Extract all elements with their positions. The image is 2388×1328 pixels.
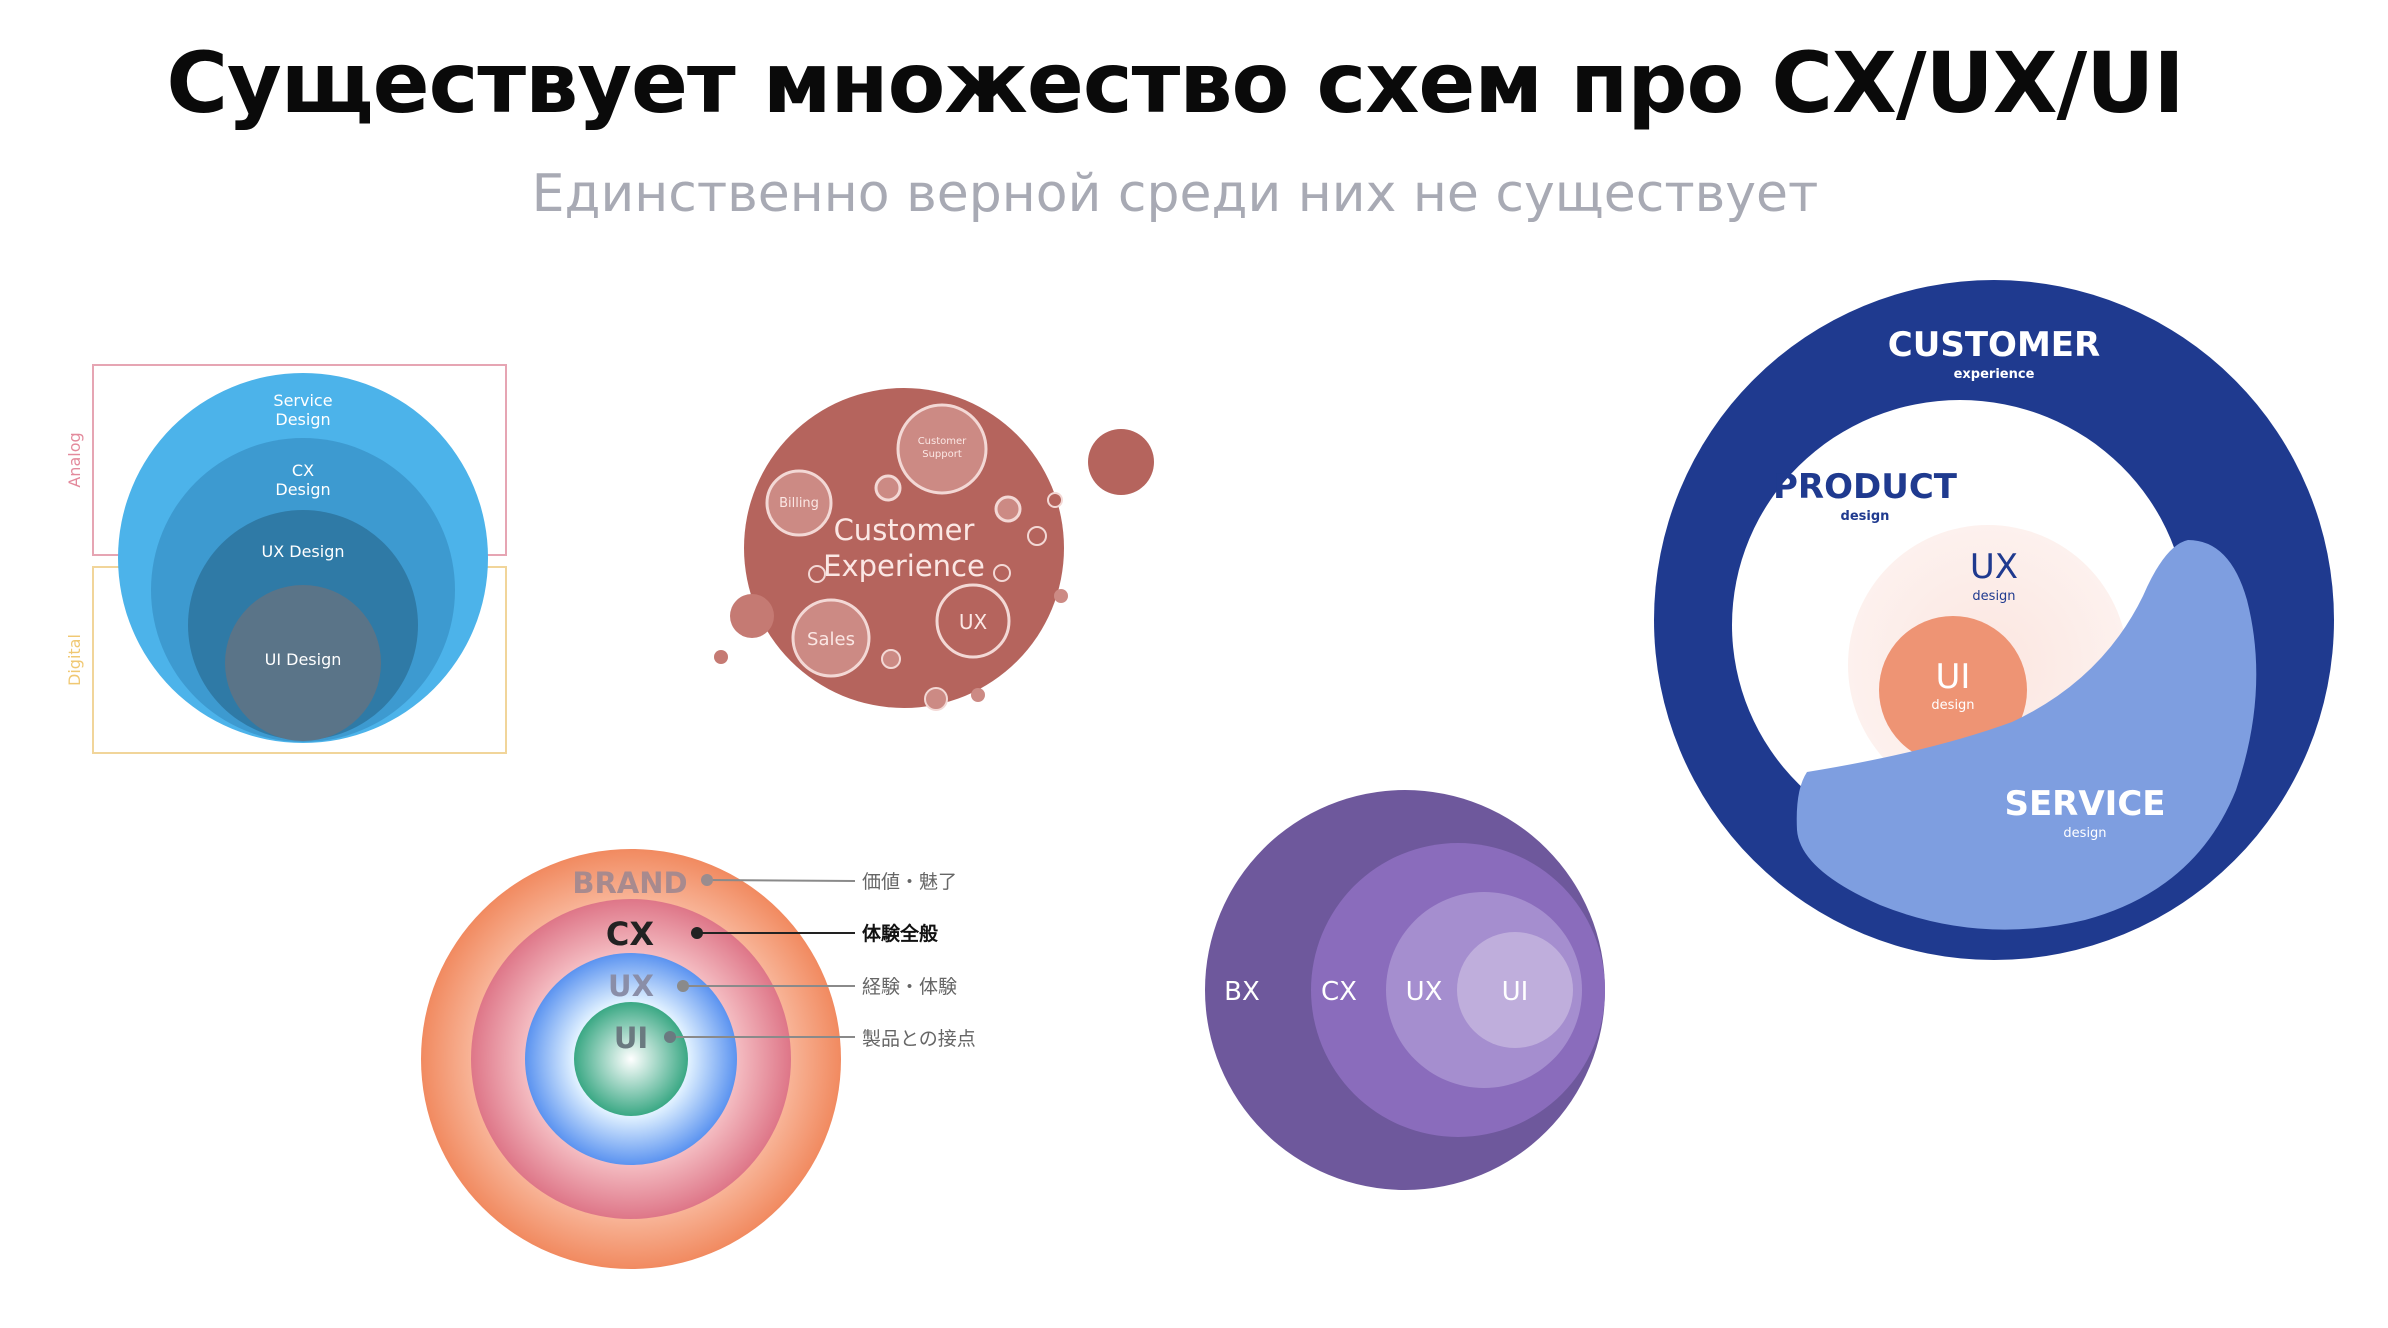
small-bubble (1027, 526, 1047, 546)
small-bubble (994, 495, 1022, 523)
ux-label: UX (1406, 977, 1443, 1007)
customer-experience-label: Customer Experience (823, 513, 985, 583)
customer-support-bubble (896, 403, 988, 495)
small-bubble (924, 687, 948, 711)
ui-circle (1457, 932, 1573, 1048)
outer-bubble (1088, 429, 1154, 495)
ui-design-text: UI Design (265, 650, 342, 669)
cx-dot (691, 927, 703, 939)
ui-sub: design (1931, 698, 1974, 713)
small-bubble (971, 688, 985, 702)
outer-bubble (714, 650, 728, 664)
small-bubble (808, 565, 826, 583)
small-bubble (1047, 492, 1063, 508)
ux-label: UX (608, 969, 654, 1003)
customer-label: CUSTOMER (1888, 325, 2100, 365)
analog-label: Analog (65, 432, 84, 487)
ux-label: UX (1970, 547, 2018, 587)
sales-label: Sales (807, 629, 855, 650)
customer-support-label: Customer Support (918, 436, 967, 460)
billing-label: Billing (779, 496, 819, 511)
ui-circle (1879, 616, 2027, 764)
ui-label: UI (1502, 977, 1529, 1007)
digital-label: Digital (65, 634, 84, 686)
cx-label: CX (606, 915, 654, 953)
diagram-customer-navy: CUSTOMER experience PRODUCT design UX de… (1654, 280, 2334, 960)
diagram-red-bubbles: Customer Experience Customer Support Billi… (714, 388, 1154, 711)
service-design-text: Service Design (273, 391, 332, 429)
product-sub: design (1841, 509, 1890, 524)
diagram-blue-nested: Analog Digital Service Design CX Design UX… (65, 364, 507, 754)
brand-dot (701, 874, 713, 886)
callout-lines (670, 879, 856, 1038)
service-sub: design (2063, 826, 2106, 841)
ui-design-circle (225, 585, 381, 741)
ux-design-text: UX Design (262, 542, 345, 561)
bx-label: BX (1224, 977, 1260, 1007)
diagram-brand-rings: BRAND CX UX UI 価値・魅了 体験全般 経験・体験 製品との接点 (421, 849, 976, 1269)
ux-label: UX (959, 610, 988, 634)
ux-sub: design (1972, 589, 2015, 604)
ui-label: UI (1936, 657, 1971, 697)
billing-bubble (765, 469, 833, 537)
ui-dot (664, 1031, 676, 1043)
ux-note: 経験・体験 (862, 976, 957, 998)
slide-subtitle: Единственно верной среди них не существу… (531, 164, 1819, 224)
small-bubble (874, 474, 902, 502)
brand-note: 価値・魅了 (862, 871, 957, 893)
brand-label: BRAND (572, 866, 687, 900)
small-bubble (1054, 589, 1068, 603)
ui-note: 製品との接点 (862, 1028, 976, 1050)
service-shape (1796, 540, 2257, 930)
customer-sub: experience (1954, 367, 2035, 382)
cx-note: 体験全般 (862, 922, 938, 945)
small-bubble (881, 649, 901, 669)
ux-bubble (935, 583, 1011, 659)
product-label: PRODUCT (1773, 467, 1958, 507)
service-label: SERVICE (2004, 784, 2165, 824)
ux-dot (677, 980, 689, 992)
ui-ring (574, 1002, 688, 1116)
ui-label: UI (614, 1021, 648, 1055)
sales-bubble (791, 598, 871, 678)
diagram-purple-nested: BX CX UX UI (1205, 790, 1605, 1190)
cx-design-text: CX Design (275, 461, 330, 499)
small-bubble (993, 564, 1011, 582)
outer-bubble (730, 594, 774, 638)
cx-label: CX (1321, 977, 1357, 1007)
slide-title: Существует множество схем про CX/UX/UI (166, 34, 2184, 132)
